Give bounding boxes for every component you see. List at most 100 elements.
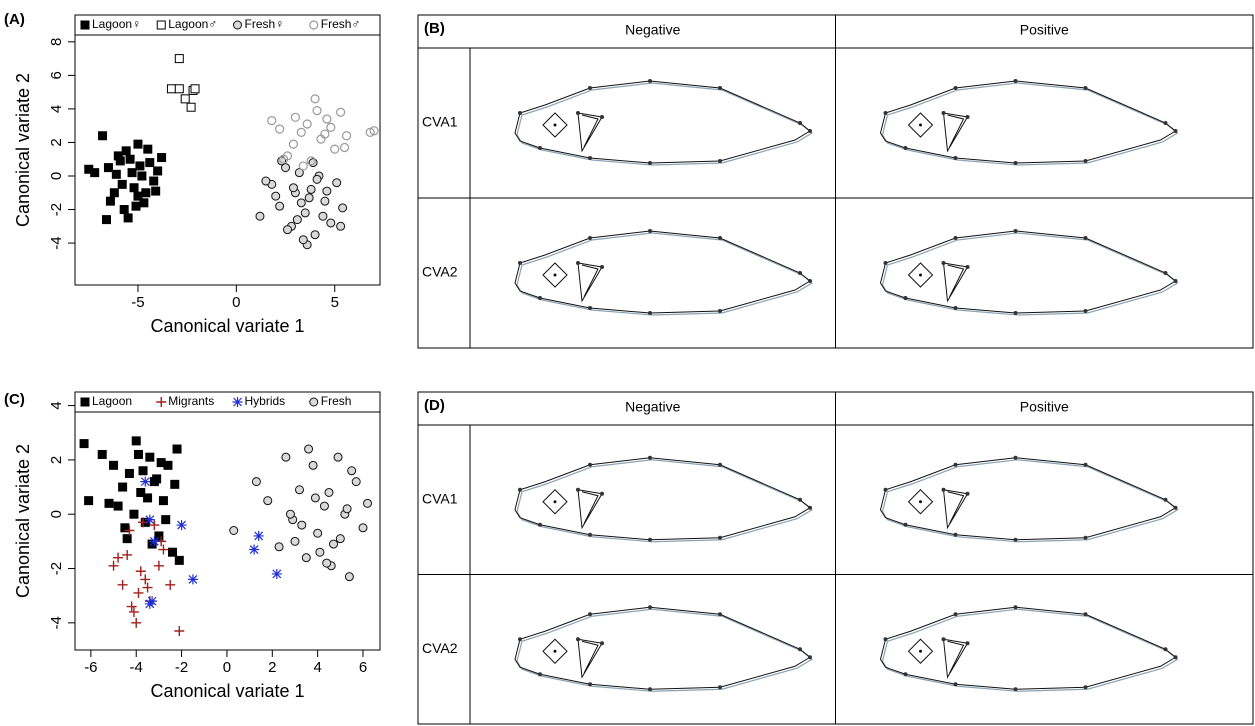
point: [159, 497, 167, 505]
shape-outline: [881, 605, 1178, 691]
point: [313, 175, 321, 183]
point: [153, 475, 161, 483]
point: [174, 626, 184, 636]
point: [299, 236, 307, 244]
point: [291, 113, 299, 121]
point: [146, 453, 154, 461]
point: [337, 108, 345, 116]
point: [106, 197, 114, 205]
point: [129, 607, 139, 617]
point: [122, 147, 130, 155]
legend-label: Fresh: [321, 394, 352, 408]
point: [105, 499, 113, 507]
x-tick-label: 4: [313, 659, 321, 676]
point: [149, 536, 159, 546]
legend-label: Lagoon♂: [168, 17, 217, 31]
point: [325, 488, 333, 496]
x-tick-label: -2: [175, 659, 188, 676]
point: [109, 561, 119, 571]
point: [316, 548, 324, 556]
point: [298, 521, 306, 529]
point: [175, 556, 183, 564]
shape-outline: [515, 229, 812, 315]
point: [323, 559, 331, 567]
point: [191, 85, 199, 93]
y-tick-label: 0: [48, 510, 65, 518]
point: [284, 226, 292, 234]
point: [303, 120, 311, 128]
point: [305, 445, 313, 453]
legend-marker: [310, 398, 318, 406]
point: [343, 505, 351, 513]
x-tick-label: 0: [223, 659, 231, 676]
point: [352, 478, 360, 486]
point: [249, 545, 259, 555]
point: [311, 231, 319, 239]
point: [327, 123, 335, 131]
y-tick-label: 2: [48, 138, 65, 146]
point: [252, 478, 260, 486]
point: [323, 187, 331, 195]
point: [341, 143, 349, 151]
point: [143, 583, 153, 593]
point: [343, 132, 351, 140]
point: [173, 445, 181, 453]
point: [145, 515, 155, 525]
point: [275, 543, 283, 551]
point: [302, 554, 310, 562]
point: [122, 550, 132, 560]
y-axis-label: Canonical variate 2: [13, 73, 33, 227]
panel-label: (C): [4, 391, 25, 408]
point: [327, 219, 335, 227]
point: [364, 499, 372, 507]
point: [330, 540, 338, 548]
point: [307, 185, 315, 193]
point: [276, 202, 284, 210]
y-tick-label: 8: [48, 38, 65, 46]
point: [152, 187, 160, 195]
point: [124, 214, 132, 222]
point: [297, 128, 305, 136]
point: [256, 212, 264, 220]
row-label: CVA2: [422, 640, 458, 656]
y-tick-label: -2: [48, 203, 65, 216]
point: [154, 167, 162, 175]
point: [91, 169, 99, 177]
point: [162, 516, 170, 524]
legend-marker: [310, 21, 318, 29]
point: [120, 206, 128, 214]
legend-label: Lagoon♀: [92, 17, 141, 31]
point: [127, 602, 137, 612]
point: [276, 125, 284, 133]
point: [175, 85, 183, 93]
point: [348, 467, 356, 475]
point: [314, 529, 322, 537]
shape-outline: [881, 229, 1178, 315]
x-tick-label: 6: [359, 659, 367, 676]
y-tick-label: -4: [48, 616, 65, 629]
point: [188, 574, 198, 584]
point: [140, 574, 150, 584]
x-tick-label: 5: [331, 294, 339, 311]
point: [289, 184, 297, 192]
point: [132, 202, 140, 210]
x-tick-label: -5: [131, 294, 144, 311]
y-tick-label: 2: [48, 456, 65, 464]
figure: (A)-505-4-202468Canonical variate 1Canon…: [0, 0, 1255, 726]
x-tick-label: -6: [84, 659, 97, 676]
point: [139, 467, 147, 475]
point: [123, 535, 131, 543]
point: [110, 189, 118, 197]
point: [181, 95, 189, 103]
point: [309, 461, 317, 469]
point: [104, 164, 112, 172]
point: [311, 494, 319, 502]
point: [140, 199, 148, 207]
point: [339, 204, 347, 212]
row-label: CVA1: [422, 490, 458, 506]
point: [99, 132, 107, 140]
legend-label: Hybrids: [245, 394, 286, 408]
point: [177, 520, 187, 530]
point: [345, 573, 353, 581]
point: [145, 599, 155, 609]
